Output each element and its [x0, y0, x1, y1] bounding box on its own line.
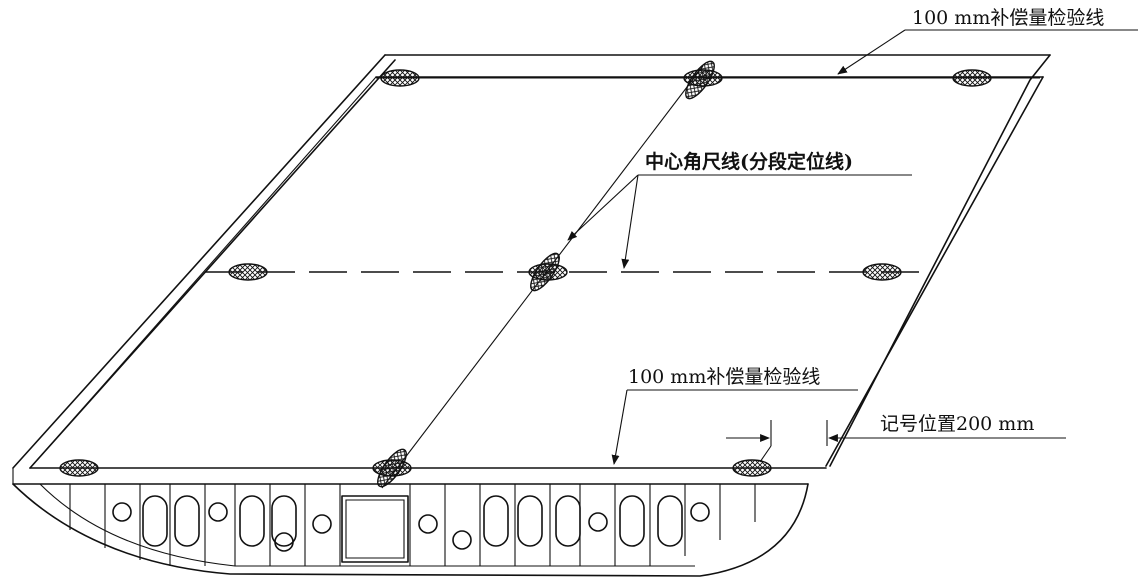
- leader-top-arrow: [837, 29, 906, 75]
- leader-mark-diag: [759, 445, 772, 463]
- marker-mid-center-diag: [530, 252, 560, 292]
- label-mark-position: 记号位置200 mm: [880, 413, 1034, 435]
- marker-mid-left: [228, 263, 268, 281]
- right-edge-inner: [825, 76, 1044, 467]
- left-edge-outer: [12, 54, 386, 469]
- leader-bottom-arrow: [611, 389, 628, 465]
- marker-top-center-diag: [685, 60, 715, 100]
- marker-mid-right: [862, 263, 902, 281]
- marker-top-right: [952, 69, 992, 87]
- left-edge-inner2: [29, 76, 377, 469]
- marker-top-left: [380, 69, 420, 87]
- center-box: [341, 495, 409, 563]
- markers: [59, 60, 992, 488]
- leader-center-arrow1: [567, 174, 639, 241]
- marker-bottom-left: [59, 459, 99, 477]
- marker-bottom-right: [732, 459, 772, 477]
- hull-section: [12, 483, 809, 577]
- label-center-line: 中心角尺线(分段定位线): [645, 150, 853, 173]
- leader-center-arrow2: [621, 174, 639, 269]
- label-top-check-line: 100 mm补偿量检验线: [912, 7, 1104, 29]
- hull-outline: [12, 483, 809, 577]
- right-edge-outer: [829, 54, 1051, 467]
- lightening-holes: [112, 495, 710, 552]
- marker-bottom-center-diag: [377, 448, 407, 488]
- hull-frames: [69, 484, 756, 566]
- label-bottom-check-line: 100 mm补偿量检验线: [628, 366, 820, 388]
- hull-inner-line: [39, 483, 695, 567]
